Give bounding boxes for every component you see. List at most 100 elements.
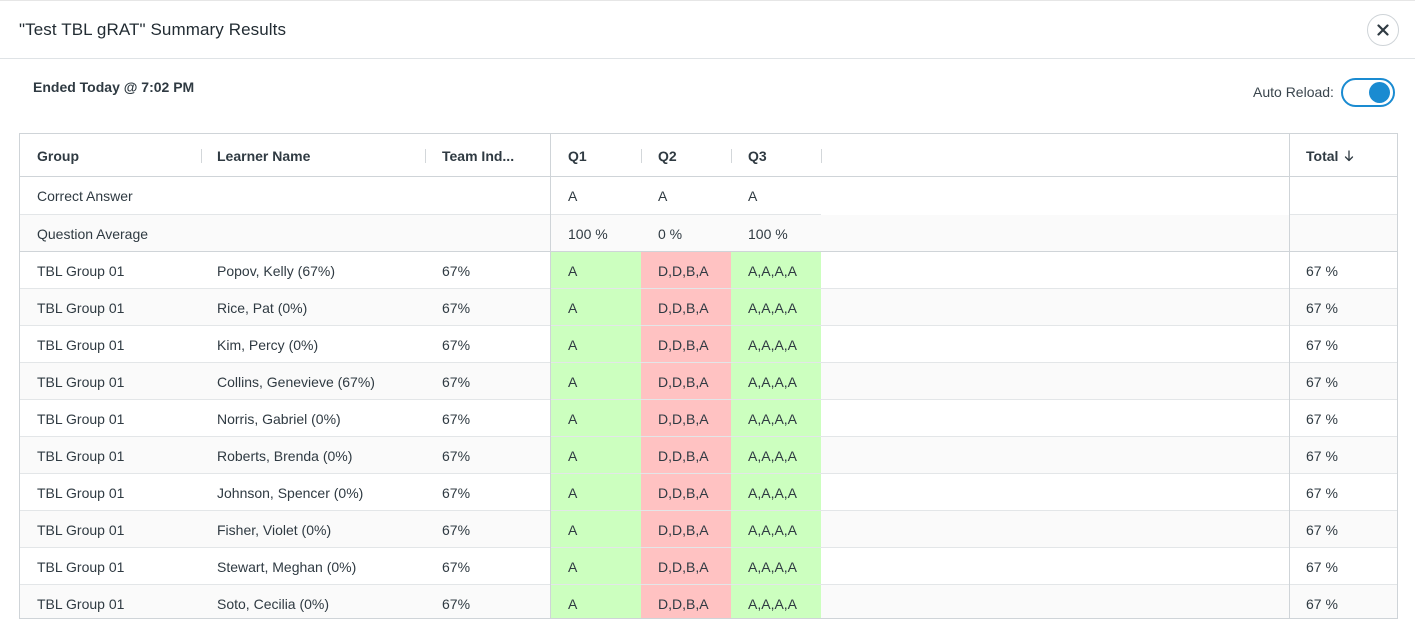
q3-response-cell: A,A,A,A — [731, 474, 821, 511]
q2-response-cell: D,D,B,A — [641, 585, 731, 618]
q3-response-cell: A,A,A,A — [731, 252, 821, 289]
column-header-q2[interactable]: Q2 — [658, 147, 677, 164]
row-divider — [20, 510, 1397, 511]
column-divider-left-pinned — [550, 134, 551, 618]
team-individual-cell: 67% — [442, 447, 471, 464]
team-individual-cell: 67% — [442, 373, 471, 390]
group-cell: TBL Group 01 — [37, 373, 125, 390]
column-header-total[interactable]: Total — [1306, 134, 1386, 177]
group-cell: TBL Group 01 — [37, 484, 125, 501]
row-divider — [20, 473, 1397, 474]
learner-name-cell: Johnson, Spencer (0%) — [217, 484, 364, 501]
learner-name-cell: Stewart, Meghan (0%) — [217, 558, 357, 575]
question-average-q1: 100 % — [568, 225, 608, 242]
learner-name-cell: Collins, Genevieve (67%) — [217, 373, 375, 390]
group-cell: TBL Group 01 — [37, 595, 125, 612]
q1-response-cell: A — [551, 548, 641, 585]
team-individual-cell: 67% — [442, 595, 471, 612]
total-cell: 67 % — [1306, 373, 1338, 390]
q3-response-cell: A,A,A,A — [731, 400, 821, 437]
pinned-rows-divider — [20, 251, 1397, 252]
q1-response-cell: A — [551, 585, 641, 618]
learner-name-cell: Fisher, Violet (0%) — [217, 521, 332, 538]
column-header-total-label: Total — [1306, 147, 1339, 164]
column-separator[interactable] — [821, 149, 822, 163]
q2-response-cell: D,D,B,A — [641, 474, 731, 511]
q3-response-cell: A,A,A,A — [731, 585, 821, 618]
learner-name-cell: Rice, Pat (0%) — [217, 299, 308, 316]
row-divider — [1290, 214, 1397, 215]
auto-reload-label: Auto Reload: — [1253, 84, 1334, 100]
group-cell: TBL Group 01 — [37, 558, 125, 575]
q1-response-cell: A — [551, 289, 641, 326]
q1-response-cell: A — [551, 252, 641, 289]
q3-response-cell: A,A,A,A — [731, 289, 821, 326]
correct-answer-q2: A — [658, 187, 668, 204]
column-separator[interactable] — [201, 149, 202, 163]
group-cell: TBL Group 01 — [37, 410, 125, 427]
row-divider — [20, 325, 1397, 326]
group-cell: TBL Group 01 — [37, 447, 125, 464]
question-average-q2: 0 % — [658, 225, 683, 242]
modal-header: "Test TBL gRAT" Summary Results — [0, 0, 1415, 59]
row-divider — [20, 399, 1397, 400]
column-separator[interactable] — [425, 149, 426, 163]
row-divider — [20, 436, 1397, 437]
q1-response-cell: A — [551, 437, 641, 474]
q1-response-cell: A — [551, 511, 641, 548]
total-cell: 67 % — [1306, 558, 1338, 575]
group-cell: TBL Group 01 — [37, 262, 125, 279]
correct-answer-q3: A — [748, 187, 758, 204]
question-average-row — [20, 215, 1397, 251]
total-cell: 67 % — [1306, 410, 1338, 427]
modal-title: "Test TBL gRAT" Summary Results — [19, 20, 287, 39]
team-individual-cell: 67% — [442, 410, 471, 427]
total-cell: 67 % — [1306, 484, 1338, 501]
team-individual-cell: 67% — [442, 336, 471, 353]
q3-response-cell: A,A,A,A — [731, 326, 821, 363]
q3-response-cell: A,A,A,A — [731, 437, 821, 474]
total-cell: 67 % — [1306, 336, 1338, 353]
results-table: Group Learner Name Team Ind... Q1 Q2 Q3 … — [19, 133, 1398, 619]
question-average-q3: 100 % — [748, 225, 788, 242]
q2-response-cell: D,D,B,A — [641, 326, 731, 363]
row-divider — [20, 584, 1397, 585]
q2-response-cell: D,D,B,A — [641, 400, 731, 437]
column-separator[interactable] — [731, 149, 732, 163]
learner-name-cell: Kim, Percy (0%) — [217, 336, 319, 353]
total-cell: 67 % — [1306, 447, 1338, 464]
learner-name-cell: Norris, Gabriel (0%) — [217, 410, 341, 427]
q2-response-cell: D,D,B,A — [641, 511, 731, 548]
column-header-q3[interactable]: Q3 — [748, 147, 767, 164]
correct-answer-q1: A — [568, 187, 578, 204]
column-header-team-individual[interactable]: Team Ind... — [442, 147, 515, 164]
q2-response-cell: D,D,B,A — [641, 548, 731, 585]
q1-response-cell: A — [551, 474, 641, 511]
learner-name-cell: Soto, Cecilia (0%) — [217, 595, 330, 612]
column-separator[interactable] — [641, 149, 642, 163]
q3-response-cell: A,A,A,A — [731, 548, 821, 585]
total-cell: 67 % — [1306, 299, 1338, 316]
question-average-label: Question Average — [37, 225, 149, 242]
auto-reload-toggle[interactable] — [1341, 78, 1395, 107]
q3-response-cell: A,A,A,A — [731, 363, 821, 400]
team-individual-cell: 67% — [442, 558, 471, 575]
total-cell: 67 % — [1306, 262, 1338, 279]
team-individual-cell: 67% — [442, 262, 471, 279]
column-header-group[interactable]: Group — [37, 147, 79, 164]
row-divider — [20, 214, 821, 215]
row-divider — [20, 547, 1397, 548]
column-header-q1[interactable]: Q1 — [568, 147, 587, 164]
row-divider — [20, 362, 1397, 363]
group-cell: TBL Group 01 — [37, 299, 125, 316]
q2-response-cell: D,D,B,A — [641, 289, 731, 326]
close-button[interactable] — [1367, 14, 1399, 46]
group-cell: TBL Group 01 — [37, 521, 125, 538]
q3-response-cell: A,A,A,A — [731, 511, 821, 548]
group-cell: TBL Group 01 — [37, 336, 125, 353]
team-individual-cell: 67% — [442, 521, 471, 538]
q2-response-cell: D,D,B,A — [641, 252, 731, 289]
column-header-learner-name[interactable]: Learner Name — [217, 147, 311, 164]
arrow-down-icon — [1345, 149, 1354, 161]
q1-response-cell: A — [551, 326, 641, 363]
